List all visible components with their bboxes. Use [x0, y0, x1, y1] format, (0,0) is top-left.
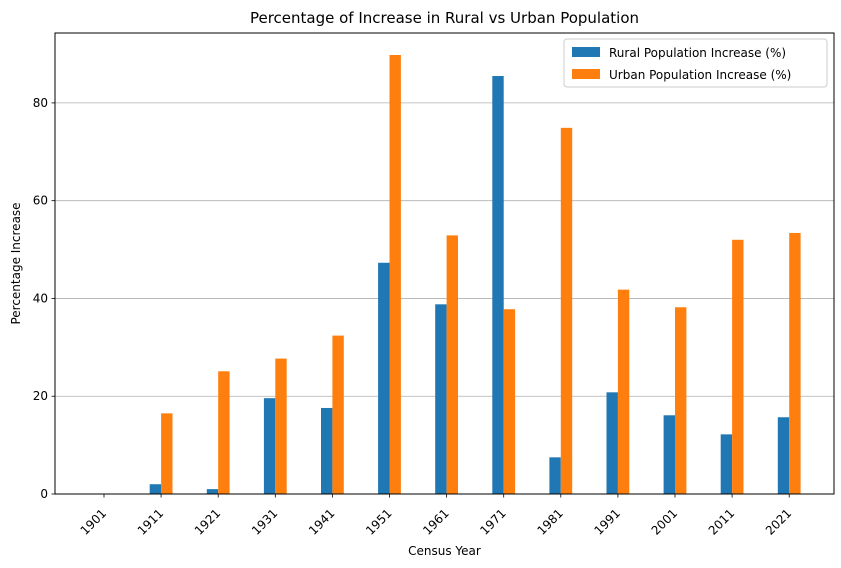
- rural-bar: [206, 489, 219, 494]
- x-tick-label: 1991: [592, 506, 623, 537]
- x-tick-label: 1911: [135, 506, 166, 537]
- urban-bar: [560, 127, 573, 494]
- urban-bar: [789, 232, 801, 494]
- x-tick-label: 1941: [306, 506, 337, 537]
- x-tick-label: 1901: [78, 506, 109, 537]
- urban-bar: [446, 235, 458, 494]
- rural-bar: [777, 417, 790, 494]
- x-tick-label: 2001: [649, 506, 680, 537]
- rural-bar: [663, 415, 675, 494]
- y-tick-label: 60: [33, 194, 48, 208]
- x-tick-label: 1961: [420, 506, 451, 537]
- rural-bar: [492, 76, 504, 495]
- x-tick-label: 2021: [763, 506, 794, 537]
- rural-bar: [606, 392, 618, 494]
- rural-bar: [263, 398, 276, 494]
- urban-bar: [503, 309, 516, 494]
- urban-bar: [389, 54, 401, 495]
- y-axis-label: Percentage Increase: [9, 202, 23, 324]
- x-tick-label: 1921: [192, 506, 223, 537]
- urban-bar: [732, 239, 744, 494]
- urban-bar: [675, 307, 687, 494]
- rural-bar: [549, 457, 561, 494]
- urban-bar: [332, 335, 344, 494]
- legend-box: [563, 38, 828, 88]
- x-tick-label: 1971: [477, 506, 508, 537]
- y-tick-label: 0: [40, 487, 48, 501]
- chart-title: Percentage of Increase in Rural vs Urban…: [250, 9, 639, 27]
- x-tick-label: 1931: [249, 506, 280, 537]
- urban-bar: [275, 358, 287, 494]
- bars: [149, 54, 801, 495]
- x-tick-label: 2011: [706, 506, 737, 537]
- rural-bar: [321, 407, 333, 494]
- x-tick-label: 1981: [534, 506, 565, 537]
- legend-label: Rural Population Increase (%): [609, 46, 786, 60]
- rural-bar: [435, 304, 447, 494]
- rural-bar: [720, 434, 733, 494]
- plot-frame: [54, 32, 835, 495]
- y-axis: 0 20 40 60 80: [33, 96, 55, 501]
- legend: Rural Population Increase (%) Urban Popul…: [563, 38, 828, 88]
- rural-bar: [378, 262, 390, 494]
- y-tick-label: 40: [33, 291, 48, 305]
- urban-bar: [161, 413, 173, 494]
- legend-label: Urban Population Increase (%): [609, 68, 791, 82]
- legend-swatch: [572, 69, 600, 79]
- y-tick-label: 20: [33, 389, 48, 403]
- y-tick-label: 80: [33, 96, 48, 110]
- x-axis-label: Census Year: [408, 544, 481, 558]
- urban-bar: [218, 371, 230, 494]
- x-tick-label: 1951: [363, 506, 394, 537]
- legend-swatch: [572, 47, 600, 57]
- rural-bar: [149, 484, 162, 494]
- urban-bar: [617, 289, 630, 494]
- x-axis: 1901 1911 1921 1931 1941 1951 1961 1971 1981 1991…: [78, 494, 794, 538]
